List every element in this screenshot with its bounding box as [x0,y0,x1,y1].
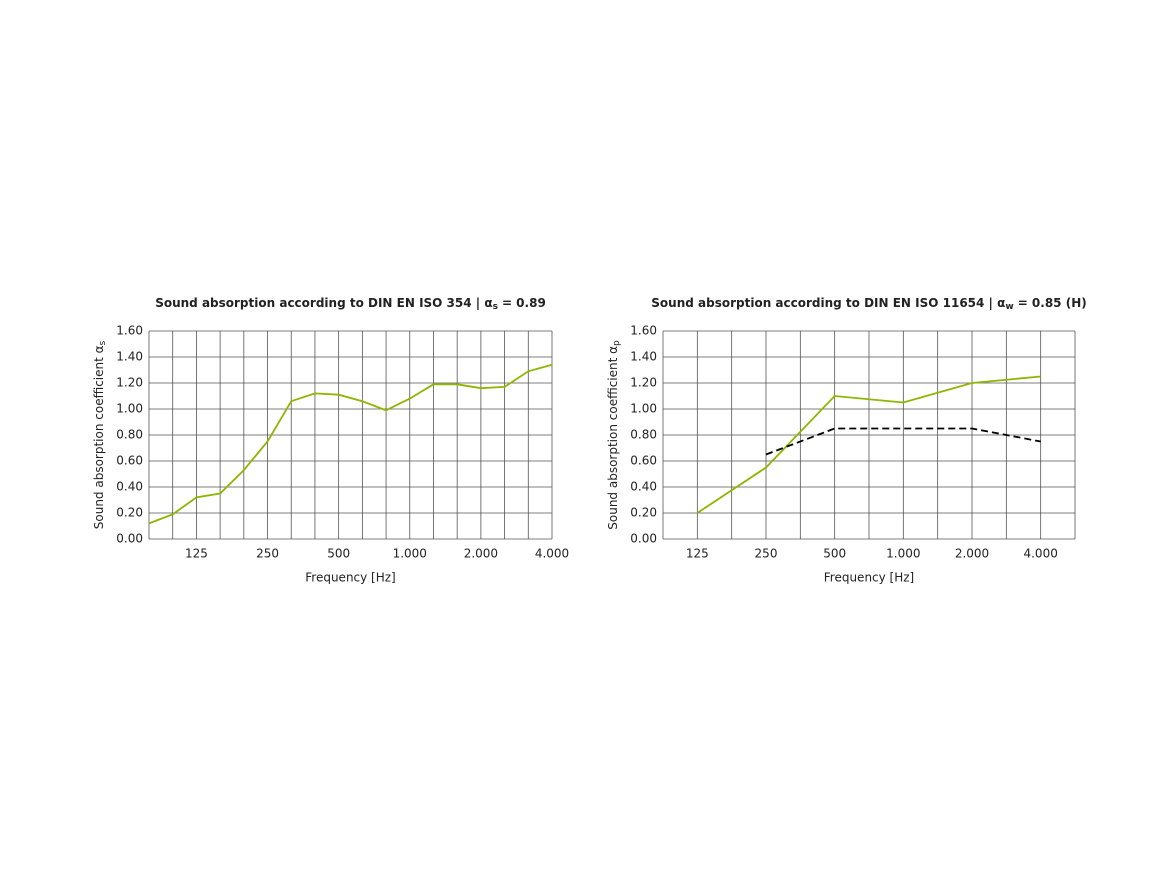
y-label-text: Sound absorption coefficient α [606,346,620,530]
y-tick-label: 0.60 [630,454,657,468]
x-tick-label: 500 [327,547,350,561]
chart-title: Sound absorption according to DIN EN ISO… [651,296,1086,312]
x-tick-label: 125 [686,547,709,561]
y-tick-label: 0.20 [630,506,657,520]
y-tick-label: 0.80 [116,428,143,442]
y-tick-label: 1.00 [116,402,143,416]
x-axis-label: Frequency [Hz] [824,571,915,585]
y-tick-label: 1.40 [116,350,143,364]
x-tick-label: 250 [755,547,778,561]
x-tick-label: 2.000 [955,547,989,561]
x-tick-label: 1.000 [886,547,920,561]
x-tick-label: 250 [256,547,279,561]
y-tick-label: 1.40 [630,350,657,364]
title-end: = 0.89 [502,296,546,310]
y-tick-label: 0.00 [116,532,143,546]
y-tick-label: 0.80 [630,428,657,442]
y-tick-label: 1.60 [630,324,657,338]
x-tick-label: 125 [185,547,208,561]
y-tick-label: 1.20 [116,376,143,390]
title-text: Sound absorption according to DIN EN ISO… [651,296,1005,310]
y-axis-label: Sound absorption coefficient αs [92,340,108,529]
y-label-subscript: s [98,340,108,345]
y-tick-label: 1.60 [116,324,143,338]
title-subscript: s [493,302,498,312]
y-tick-label: 1.20 [630,376,657,390]
x-tick-label: 1.000 [393,547,427,561]
x-tick-label: 4.000 [1023,547,1057,561]
data-line [148,363,553,525]
y-label-text: Sound absorption coefficient α [92,345,106,529]
x-tick-label: 4.000 [535,547,569,561]
y-tick-label: 1.00 [630,402,657,416]
y-tick-label: 0.60 [116,454,143,468]
y-label-subscript: p [612,340,622,346]
data-line [696,375,1041,514]
data-line [765,427,1041,456]
title-end: = 0.85 (H) [1018,296,1087,310]
title-subscript: w [1005,302,1013,312]
y-tick-label: 0.20 [116,506,143,520]
x-tick-label: 500 [823,547,846,561]
x-axis-label: Frequency [Hz] [305,571,396,585]
x-tick-label: 2.000 [464,547,498,561]
y-tick-label: 0.00 [630,532,657,546]
y-tick-label: 0.40 [630,480,657,494]
y-axis-label: Sound absorption coefficient αp [606,340,622,530]
y-tick-label: 0.40 [116,480,143,494]
chart-title: Sound absorption according to DIN EN ISO… [155,296,546,312]
title-text: Sound absorption according to DIN EN ISO… [155,296,492,310]
